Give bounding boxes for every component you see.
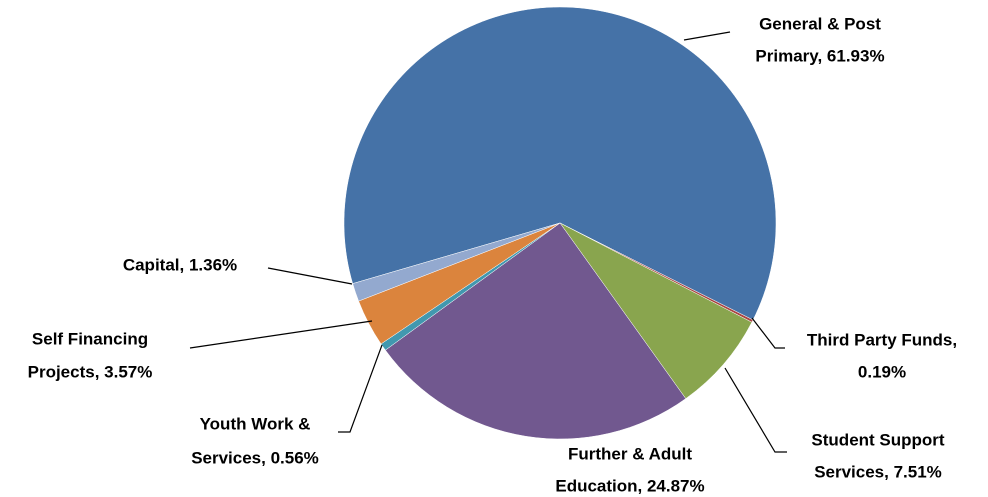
data-label: Youth Work &	[200, 414, 311, 433]
data-label: Self Financing	[32, 329, 148, 348]
data-label: Services, 0.56%	[191, 448, 319, 467]
pie-slice	[385, 222, 687, 440]
leader-line	[751, 317, 785, 349]
data-label: Student Support	[811, 430, 944, 449]
data-label: Projects, 3.57%	[28, 362, 153, 381]
data-label: Primary, 61.93%	[755, 46, 884, 65]
data-label: Services, 7.51%	[814, 462, 942, 481]
leader-line	[724, 367, 787, 453]
leader-line	[338, 344, 383, 433]
data-label: 0.19%	[858, 362, 906, 381]
data-label: Capital, 1.36%	[123, 255, 237, 274]
pie-slice	[343, 6, 777, 321]
leader-line	[189, 320, 373, 349]
leader-line	[267, 267, 353, 285]
pie-slice	[559, 222, 753, 399]
data-label: Third Party Funds,	[807, 330, 957, 349]
data-label: Education, 24.87%	[555, 476, 704, 495]
pie-slice	[352, 222, 561, 302]
data-label: Further & Adult	[568, 444, 692, 463]
data-label: General & Post	[759, 14, 881, 33]
leader-line	[683, 31, 731, 41]
